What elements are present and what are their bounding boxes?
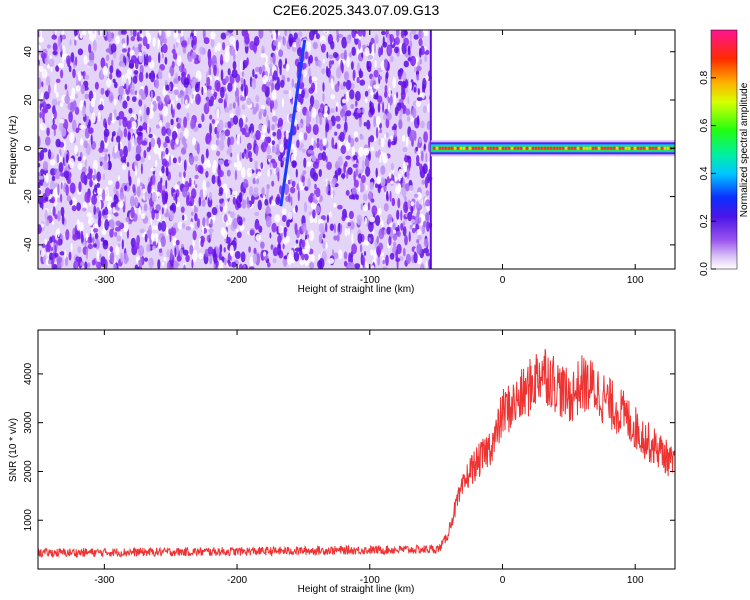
- snr-series-line: [38, 349, 675, 559]
- noise-blobs: [38, 30, 433, 269]
- tone-band: [430, 140, 675, 157]
- x-tick-label: -100: [360, 275, 380, 286]
- colorbar-tick-label: 0.0: [699, 262, 710, 276]
- colorbar-tick-label: 0.6: [699, 118, 710, 132]
- snr-frame: [37, 329, 676, 570]
- snr-line-plot: [38, 349, 675, 559]
- x-tick-label: -300: [94, 575, 114, 586]
- y-tick-label: -40: [23, 237, 34, 252]
- y-tick-label: 20: [23, 94, 34, 106]
- x-tick-label: 0: [500, 275, 506, 286]
- colorbar-tick-label: 0.8: [699, 70, 710, 84]
- x-tick-label: 100: [627, 275, 644, 286]
- colorbar-gradient: [710, 29, 738, 270]
- spectrogram-heatmap: [38, 30, 675, 269]
- y-tick-label: 1000: [23, 509, 34, 532]
- spectrogram-frame: [37, 29, 676, 270]
- x-tick-label: -300: [94, 275, 114, 286]
- x-tick-label: -200: [227, 575, 247, 586]
- page-title: C2E6.2025.343.07.09.G13: [272, 2, 440, 18]
- snr-axes: -300 -200 -100 0 100 1000 2000 3000 4000: [23, 330, 675, 586]
- bottom-xlabel: Height of straight line (km): [298, 584, 415, 595]
- y-tick-label: 2000: [23, 460, 34, 483]
- y-tick-label: -20: [23, 189, 34, 204]
- x-tick-label: -100: [360, 575, 380, 586]
- colorbar-tick-label: 0.4: [699, 166, 710, 180]
- top-ylabel: Frequency (Hz): [8, 116, 19, 185]
- y-tick-label: 0: [23, 145, 34, 151]
- y-tick-label: 3000: [23, 411, 34, 434]
- colorbar: 0.0 0.2 0.4 0.6 0.8: [699, 29, 738, 276]
- y-tick-label: 40: [23, 46, 34, 58]
- colorbar-label: Normalized spectral amplitude: [739, 82, 750, 217]
- y-tick-label: 4000: [23, 362, 34, 385]
- bottom-ylabel: SNR (10 * v/v): [8, 418, 19, 482]
- x-tick-label: 100: [627, 575, 644, 586]
- top-xlabel: Height of straight line (km): [298, 284, 415, 295]
- x-tick-label: -200: [227, 275, 247, 286]
- x-tick-label: 0: [500, 575, 506, 586]
- colorbar-tick-label: 0.2: [699, 214, 710, 228]
- signal-streak: [279, 39, 307, 207]
